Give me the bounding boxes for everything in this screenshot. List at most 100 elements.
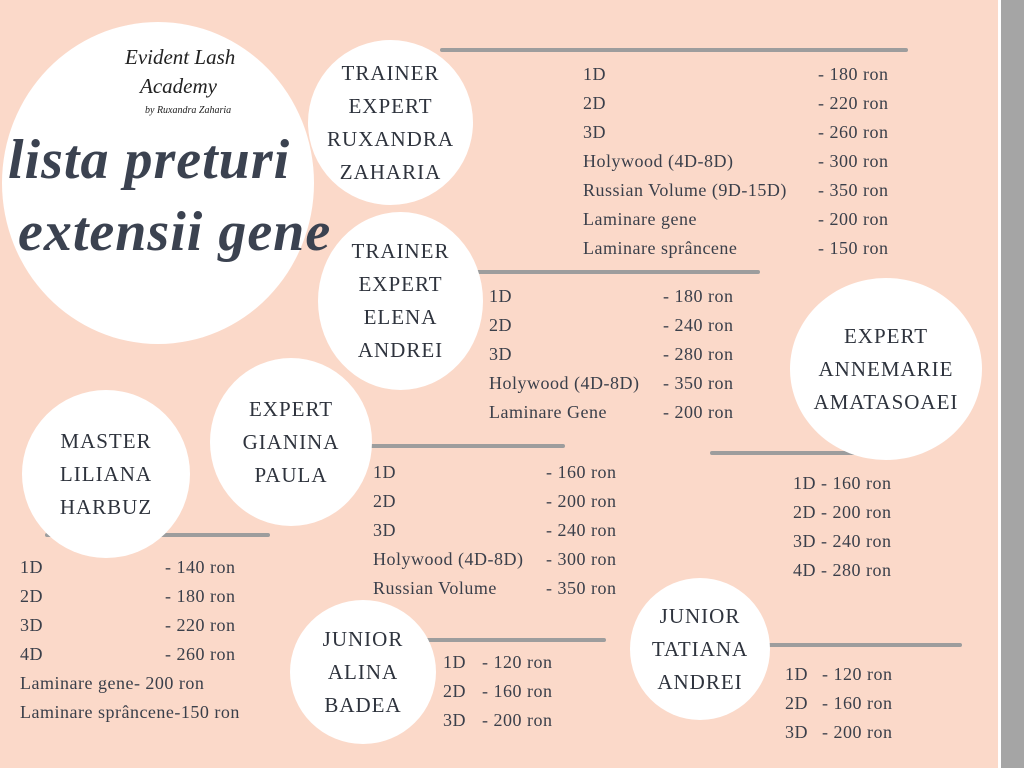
service: 3D xyxy=(443,710,466,730)
price: - 350 ron xyxy=(818,180,889,200)
expert-name-line: AMATASOAEI xyxy=(813,389,959,414)
price: - 200 ron xyxy=(133,673,205,693)
divider xyxy=(440,48,908,52)
divider xyxy=(710,451,905,455)
logo-sub: Academy xyxy=(140,74,217,98)
price: - 200 ron xyxy=(821,502,892,522)
expert-name-line: JUNIOR xyxy=(322,626,404,651)
divider xyxy=(410,638,606,642)
service: 3D xyxy=(489,344,512,364)
expert-name-line: ZAHARIA xyxy=(339,159,442,184)
service: 1D xyxy=(373,462,396,482)
side-strip xyxy=(998,0,1024,768)
expert-name-line: MASTER xyxy=(60,428,152,453)
price: - 200 ron xyxy=(663,402,734,422)
expert-name-line: TATIANA xyxy=(651,636,749,661)
service: 2D xyxy=(793,502,816,522)
price: - 150 ron xyxy=(818,238,889,258)
price-row: Laminare sprâncene-150 ron xyxy=(20,702,240,723)
service: 3D xyxy=(583,122,606,142)
service: Holywood (4D-8D) xyxy=(583,151,734,171)
price: - 300 ron xyxy=(818,151,889,171)
expert-circle: JUNIOR ALINA BADEA xyxy=(290,600,436,744)
service: 1D xyxy=(443,652,466,672)
service: 2D xyxy=(583,93,606,113)
price: - 200 ron xyxy=(546,491,617,511)
service: 3D xyxy=(793,531,816,551)
expert-circle: EXPERT GIANINA PAULA xyxy=(210,358,372,526)
expert-name-line: ANDREI xyxy=(657,669,743,694)
logo-circle xyxy=(2,22,314,344)
price-row: 1D - 160 ron xyxy=(793,473,892,494)
price: - 240 ron xyxy=(663,315,734,335)
price: - 300 ron xyxy=(546,549,617,569)
price: - 180 ron xyxy=(818,64,889,84)
service: 2D xyxy=(373,491,396,511)
title-line: lista preturi xyxy=(8,129,291,191)
price: - 280 ron xyxy=(663,344,734,364)
service: 1D xyxy=(583,64,606,84)
price: - 260 ron xyxy=(818,122,889,142)
price-row: 2D - 200 ron xyxy=(793,502,892,523)
logo-name: Evident Lash xyxy=(125,45,236,69)
expert-circle: EXPERT ANNEMARIE AMATASOAEI xyxy=(790,278,982,460)
price: - 180 ron xyxy=(165,586,236,606)
expert-name-line: LILIANA xyxy=(59,461,153,486)
expert-name-line: TRAINER xyxy=(351,239,450,263)
service: 1D xyxy=(20,557,43,577)
price: - 280 ron xyxy=(821,560,892,580)
expert-circle: TRAINER EXPERT ELENA ANDREI xyxy=(318,212,483,390)
service: 3D xyxy=(373,520,396,540)
service: Laminare sprâncene xyxy=(583,238,738,258)
expert-name-line: GIANINA xyxy=(242,429,340,454)
price: - 160 ron xyxy=(821,473,892,493)
expert-name-line: PAULA xyxy=(254,462,328,487)
service: 3D xyxy=(20,615,43,635)
service: Laminare gene xyxy=(583,209,697,229)
service: 4D xyxy=(793,560,816,580)
price: - 260 ron xyxy=(165,644,236,664)
service: 2D xyxy=(20,586,43,606)
price-row: 3D - 240 ron xyxy=(793,531,892,552)
service: 4D xyxy=(20,644,43,664)
price: -150 ron xyxy=(174,702,240,722)
service: 1D xyxy=(489,286,512,306)
price: - 160 ron xyxy=(546,462,617,482)
expert-circle: JUNIOR TATIANA ANDREI xyxy=(630,578,770,720)
expert-name-line: ALINA xyxy=(327,659,399,684)
service: 1D xyxy=(785,664,808,684)
price: - 180 ron xyxy=(663,286,734,306)
expert-circle: TRAINER EXPERT RUXANDRA ZAHARIA xyxy=(308,40,473,205)
expert-name-line: ANDREI xyxy=(357,338,444,362)
expert-name-line: ELENA xyxy=(363,305,438,329)
service: 1D xyxy=(793,473,816,493)
service: Laminare sprâncene xyxy=(20,702,175,722)
expert-circle: MASTER LILIANA HARBUZ xyxy=(22,390,190,558)
divider xyxy=(460,270,760,274)
service: Russian Volume (9D-15D) xyxy=(583,180,787,200)
price: - 200 ron xyxy=(818,209,889,229)
expert-name-line: ANNEMARIE xyxy=(818,356,954,381)
price: - 350 ron xyxy=(663,373,734,393)
price: - 220 ron xyxy=(818,93,889,113)
price: - 200 ron xyxy=(482,710,553,730)
title-line: extensii gene xyxy=(18,201,332,263)
expert-name-line: BADEA xyxy=(324,692,402,717)
service: Laminare Gene xyxy=(489,402,607,422)
expert-name-line: JUNIOR xyxy=(659,603,741,628)
service: Laminare gene xyxy=(20,673,134,693)
service: 2D xyxy=(489,315,512,335)
price: - 120 ron xyxy=(482,652,553,672)
logo-by: by Ruxandra Zaharia xyxy=(145,105,232,116)
service: Holywood (4D-8D) xyxy=(373,549,524,569)
service: 3D xyxy=(785,722,808,742)
price: - 220 ron xyxy=(165,615,236,635)
expert-name-line: HARBUZ xyxy=(59,494,153,519)
price: - 120 ron xyxy=(822,664,893,684)
price: - 160 ron xyxy=(822,693,893,713)
divider xyxy=(750,643,962,647)
price-row: Laminare gene- 200 ron xyxy=(20,673,204,694)
service: 2D xyxy=(785,693,808,713)
price-row: 4D - 280 ron xyxy=(793,560,892,581)
